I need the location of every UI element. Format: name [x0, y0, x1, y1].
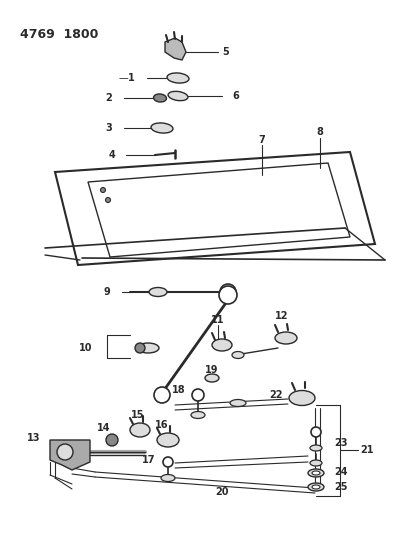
Ellipse shape	[275, 332, 297, 344]
Text: 5: 5	[223, 47, 229, 57]
Ellipse shape	[308, 469, 324, 477]
Text: 9: 9	[103, 287, 110, 297]
Ellipse shape	[161, 474, 175, 481]
Ellipse shape	[149, 287, 167, 296]
Text: 11: 11	[211, 315, 225, 325]
Ellipse shape	[310, 460, 322, 466]
Text: 14: 14	[97, 423, 111, 433]
Text: 19: 19	[205, 365, 219, 375]
Text: 22: 22	[270, 390, 283, 400]
Polygon shape	[55, 152, 375, 265]
Ellipse shape	[151, 123, 173, 133]
Text: 13: 13	[27, 433, 40, 443]
Ellipse shape	[167, 73, 189, 83]
Text: 4: 4	[108, 150, 115, 160]
Text: 1: 1	[128, 73, 135, 83]
Circle shape	[100, 188, 106, 192]
Circle shape	[57, 444, 73, 460]
Ellipse shape	[205, 374, 219, 382]
Circle shape	[106, 434, 118, 446]
Text: 23: 23	[334, 438, 348, 448]
Text: 7: 7	[259, 135, 265, 145]
Polygon shape	[50, 440, 90, 470]
Circle shape	[163, 457, 173, 467]
Text: 16: 16	[155, 420, 169, 430]
Text: 10: 10	[78, 343, 92, 353]
Text: 21: 21	[360, 445, 373, 455]
Ellipse shape	[312, 485, 320, 489]
Text: 8: 8	[317, 127, 324, 137]
Ellipse shape	[308, 483, 324, 491]
Ellipse shape	[312, 471, 320, 475]
Ellipse shape	[137, 343, 159, 353]
Text: 6: 6	[232, 91, 239, 101]
Text: 3: 3	[105, 123, 112, 133]
Text: 4769  1800: 4769 1800	[20, 28, 98, 41]
Text: —: —	[118, 73, 128, 83]
Circle shape	[224, 288, 232, 296]
Polygon shape	[165, 38, 186, 60]
Text: 15: 15	[131, 410, 145, 420]
Ellipse shape	[157, 433, 179, 447]
Circle shape	[219, 286, 237, 304]
Circle shape	[192, 389, 204, 401]
Ellipse shape	[212, 339, 232, 351]
Ellipse shape	[153, 94, 166, 102]
Circle shape	[220, 284, 236, 300]
Circle shape	[106, 198, 111, 203]
Ellipse shape	[168, 91, 188, 101]
Text: 17: 17	[142, 455, 155, 465]
Text: 2: 2	[105, 93, 112, 103]
Ellipse shape	[310, 445, 322, 451]
Ellipse shape	[130, 423, 150, 437]
Polygon shape	[88, 163, 350, 257]
Text: 18: 18	[172, 385, 186, 395]
Text: 24: 24	[334, 467, 348, 477]
Ellipse shape	[191, 411, 205, 418]
Ellipse shape	[289, 391, 315, 406]
Circle shape	[311, 427, 321, 437]
Circle shape	[154, 387, 170, 403]
Text: 12: 12	[275, 311, 289, 321]
Ellipse shape	[230, 400, 246, 407]
Text: 25: 25	[334, 482, 348, 492]
Circle shape	[135, 343, 145, 353]
Text: 20: 20	[215, 487, 229, 497]
Ellipse shape	[232, 351, 244, 359]
